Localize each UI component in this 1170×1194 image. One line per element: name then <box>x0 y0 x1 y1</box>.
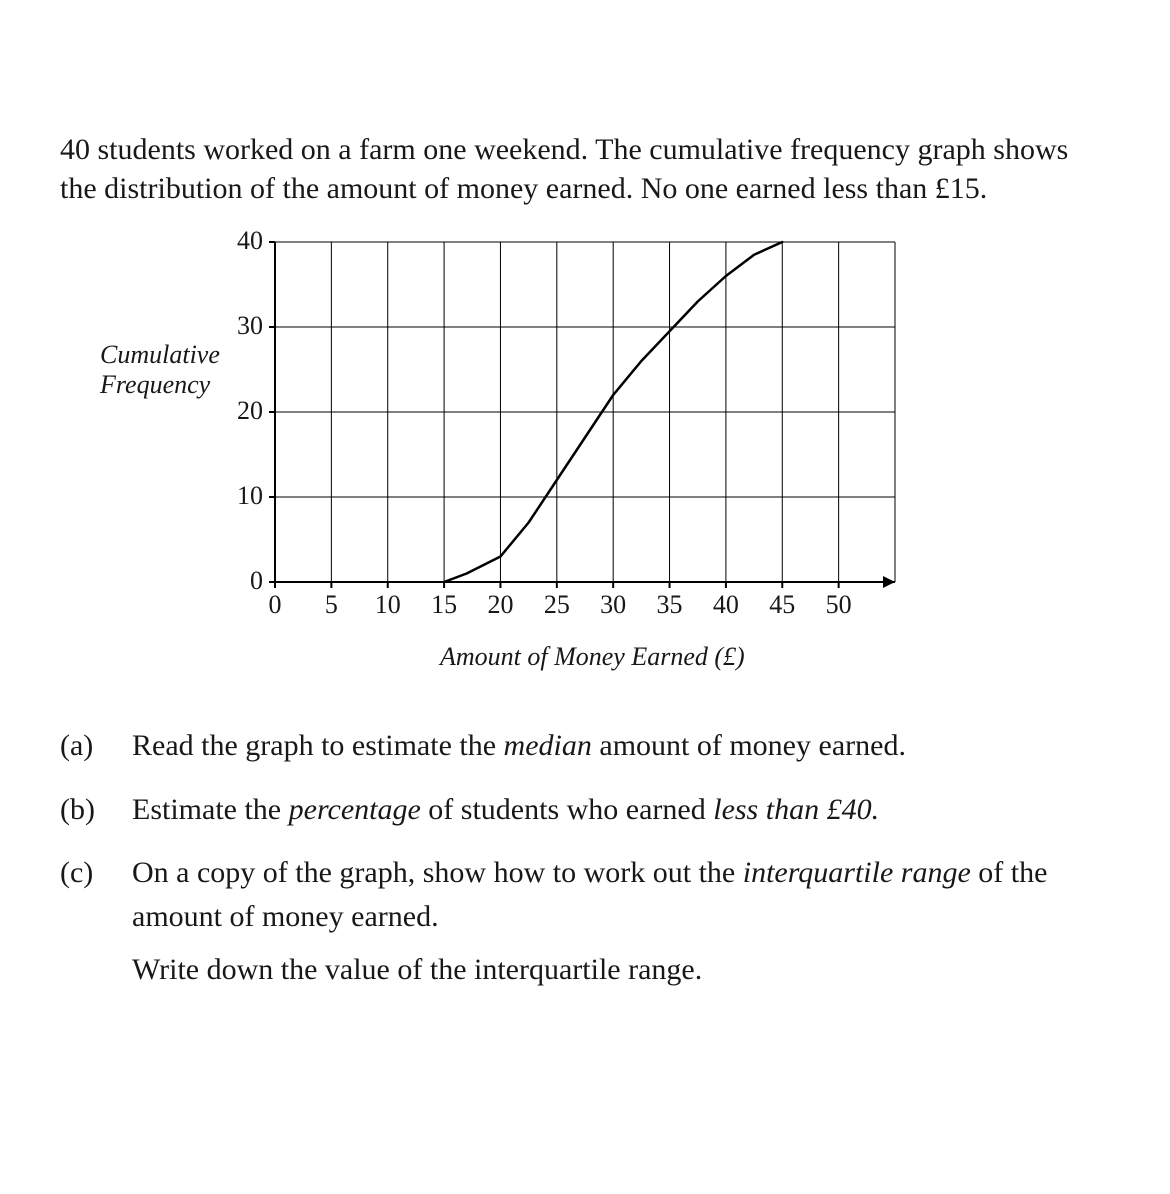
text-span: On a copy of the graph, show how to work… <box>132 856 743 889</box>
ytick-label: 40 <box>219 226 263 256</box>
question-line: Estimate the percentage of students who … <box>132 788 1110 832</box>
y-axis-label-line1: Cumulative <box>100 340 250 370</box>
ytick-label: 10 <box>219 481 263 511</box>
xtick-label: 30 <box>600 590 626 620</box>
question-label: (c) <box>60 851 132 895</box>
emphasised-text: less than £40. <box>713 793 879 826</box>
xtick-label: 50 <box>826 590 852 620</box>
cumulative-frequency-chart: Cumulative Frequency 010203040 051015202… <box>100 232 920 672</box>
text-span: Read the graph to estimate the <box>132 729 504 762</box>
question-body: Read the graph to estimate the median am… <box>132 724 1110 768</box>
y-axis-label: Cumulative Frequency <box>100 340 250 400</box>
xtick-label: 40 <box>713 590 739 620</box>
chart-svg <box>265 232 905 592</box>
emphasised-text: median <box>504 729 592 762</box>
xtick-label: 15 <box>431 590 457 620</box>
question-label: (a) <box>60 724 132 768</box>
intro-paragraph: 40 students worked on a farm one weekend… <box>60 130 1110 208</box>
question-line: Read the graph to estimate the median am… <box>132 724 1110 768</box>
page: 40 students worked on a farm one weekend… <box>0 0 1170 1194</box>
xtick-label: 35 <box>657 590 683 620</box>
question-label: (b) <box>60 788 132 832</box>
question-line: Write down the value of the interquartil… <box>132 948 1110 992</box>
text-span: Estimate the <box>132 793 289 826</box>
xtick-label: 25 <box>544 590 570 620</box>
x-axis-label: Amount of Money Earned (£) <box>440 642 745 672</box>
chart-plot-area: 010203040 05101520253035404550 <box>265 232 905 597</box>
xtick-label: 20 <box>487 590 513 620</box>
question-body: On a copy of the graph, show how to work… <box>132 851 1110 992</box>
xtick-label: 10 <box>375 590 401 620</box>
emphasised-text: interquartile range <box>743 856 971 889</box>
text-span: amount of money earned. <box>592 729 906 762</box>
question-row: (a)Read the graph to estimate the median… <box>60 724 1110 768</box>
xtick-label: 0 <box>269 590 282 620</box>
question-row: (b)Estimate the percentage of students w… <box>60 788 1110 832</box>
question-line: On a copy of the graph, show how to work… <box>132 851 1110 938</box>
ytick-label: 30 <box>219 311 263 341</box>
emphasised-text: percentage <box>289 793 421 826</box>
xtick-label: 45 <box>769 590 795 620</box>
ytick-label: 0 <box>219 566 263 596</box>
question-body: Estimate the percentage of students who … <box>132 788 1110 832</box>
questions-list: (a)Read the graph to estimate the median… <box>60 724 1110 992</box>
question-row: (c)On a copy of the graph, show how to w… <box>60 851 1110 992</box>
ytick-label: 20 <box>219 396 263 426</box>
xtick-label: 5 <box>325 590 338 620</box>
text-span: of students who earned <box>421 793 713 826</box>
